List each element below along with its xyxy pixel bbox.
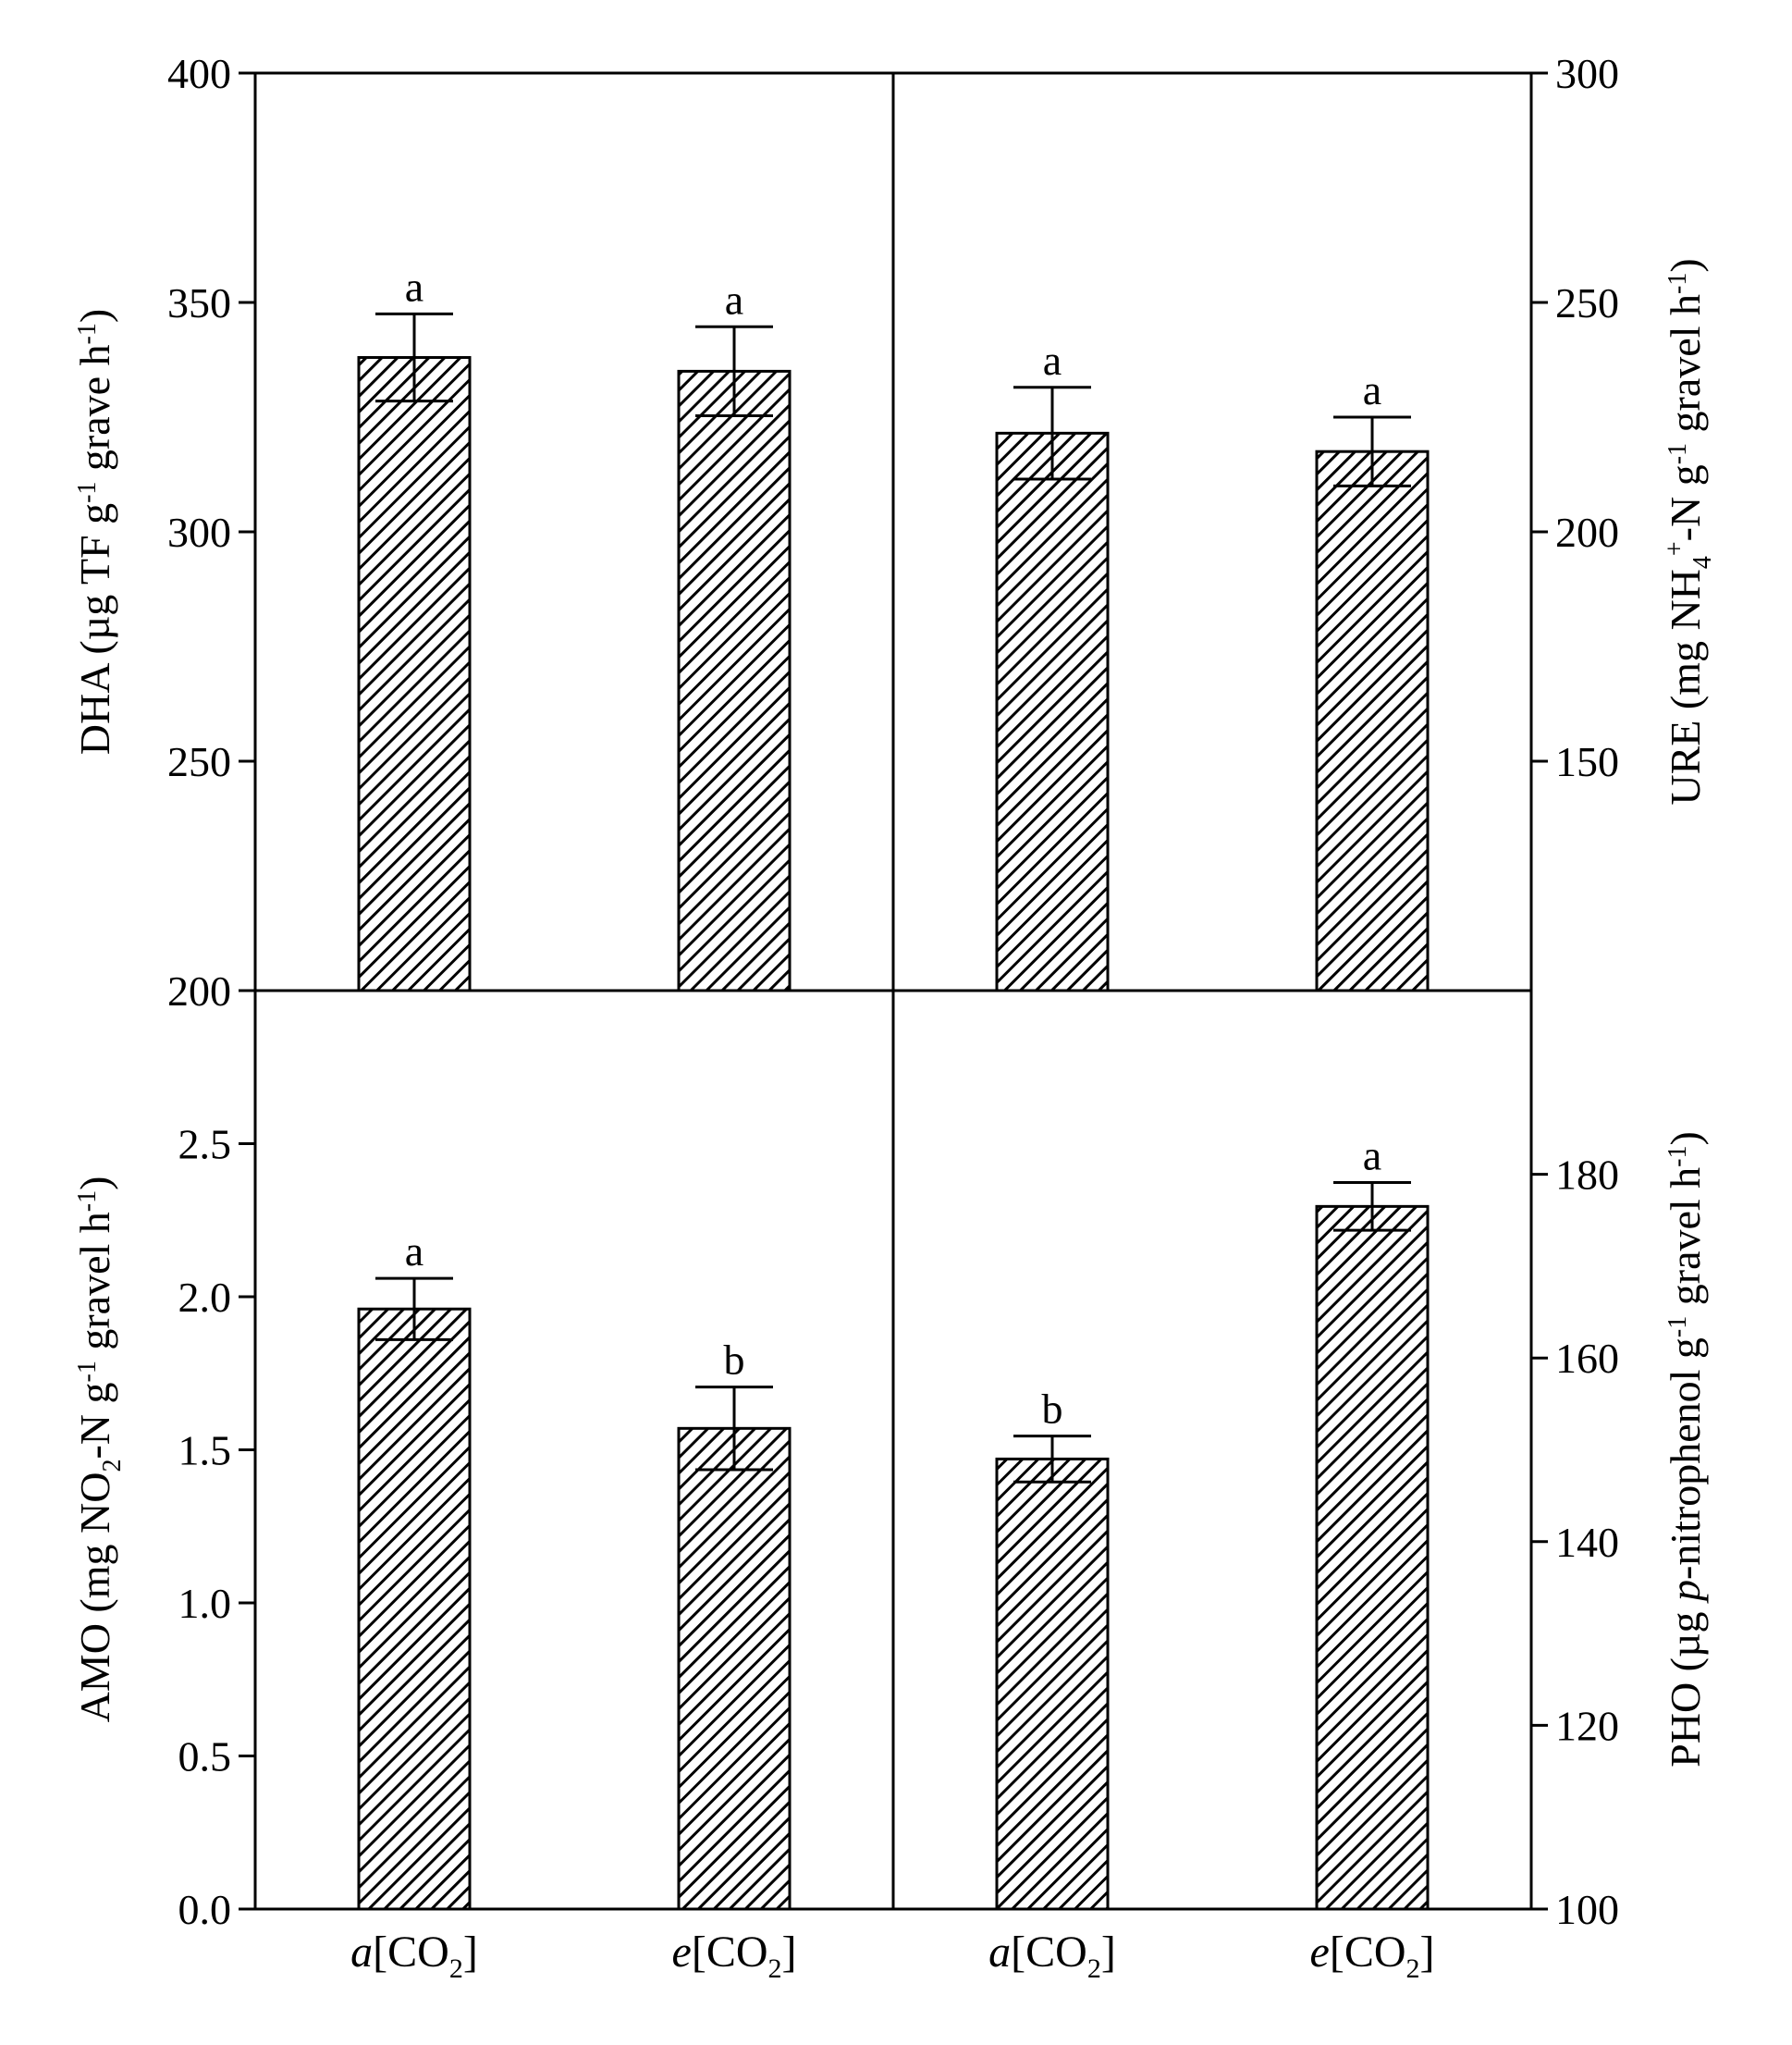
y-tick-label: 350 — [167, 279, 231, 326]
significance-letter: a — [1363, 366, 1381, 413]
y-tick-label: 0.5 — [178, 1733, 232, 1780]
significance-letter: a — [405, 1227, 423, 1275]
x-label-a-co2-left: a[CO2] — [350, 1928, 478, 1984]
y-tick-label: 1.0 — [178, 1580, 232, 1627]
x-label-e-co2-right: e[CO2] — [1310, 1928, 1435, 1984]
y-tick-label: 100 — [1555, 1886, 1619, 1933]
bar — [357, 1307, 472, 1911]
y-tick-label: 120 — [1555, 1702, 1619, 1749]
y-tick-label: 250 — [167, 738, 231, 785]
y-tick-label: 1.5 — [178, 1427, 232, 1474]
y-tick-label: 200 — [1555, 509, 1619, 556]
bar — [1315, 1204, 1430, 1911]
y-label-amo: AMO (mg NO2-N g-1 gravel h-1) — [71, 1176, 127, 1723]
bar — [677, 369, 792, 992]
significance-letter: b — [1042, 1386, 1063, 1433]
y-tick-label: 2.0 — [178, 1274, 232, 1321]
y-tick-label: 300 — [167, 509, 231, 556]
y-label-dha: DHA (µg TF g-1 grave h-1) — [71, 309, 118, 755]
significance-letter: a — [405, 263, 423, 310]
y-tick-label: 0.0 — [178, 1886, 232, 1933]
y-tick-label: 160 — [1555, 1335, 1619, 1382]
y-tick-label: 200 — [167, 967, 231, 1015]
y-tick-label: 150 — [1555, 738, 1619, 785]
bar — [995, 431, 1110, 992]
y-tick-label: 250 — [1555, 279, 1619, 326]
y-tick-label: 140 — [1555, 1519, 1619, 1566]
x-label-a-co2-right: a[CO2] — [988, 1928, 1116, 1984]
bar — [995, 1457, 1110, 1911]
y-tick-label: 400 — [167, 50, 231, 97]
significance-letter: a — [1363, 1132, 1381, 1179]
x-label-e-co2-left: e[CO2] — [672, 1928, 797, 1984]
y-tick-label: 2.5 — [178, 1121, 232, 1168]
bar — [1315, 450, 1430, 992]
y-tick-label: 300 — [1555, 50, 1619, 97]
significance-letter: b — [724, 1337, 745, 1384]
y-label-pho: PHO (µg p-nitrophenol g-1 gravel h-1) — [1662, 1131, 1709, 1768]
y-tick-label: 180 — [1555, 1152, 1619, 1199]
significance-letter: a — [1043, 337, 1062, 384]
significance-letter: a — [725, 276, 743, 323]
y-label-ure: URE (mg NH4+-N g-1 gravel h-1) — [1661, 258, 1717, 805]
bar — [677, 1426, 792, 1911]
bar — [357, 356, 472, 992]
